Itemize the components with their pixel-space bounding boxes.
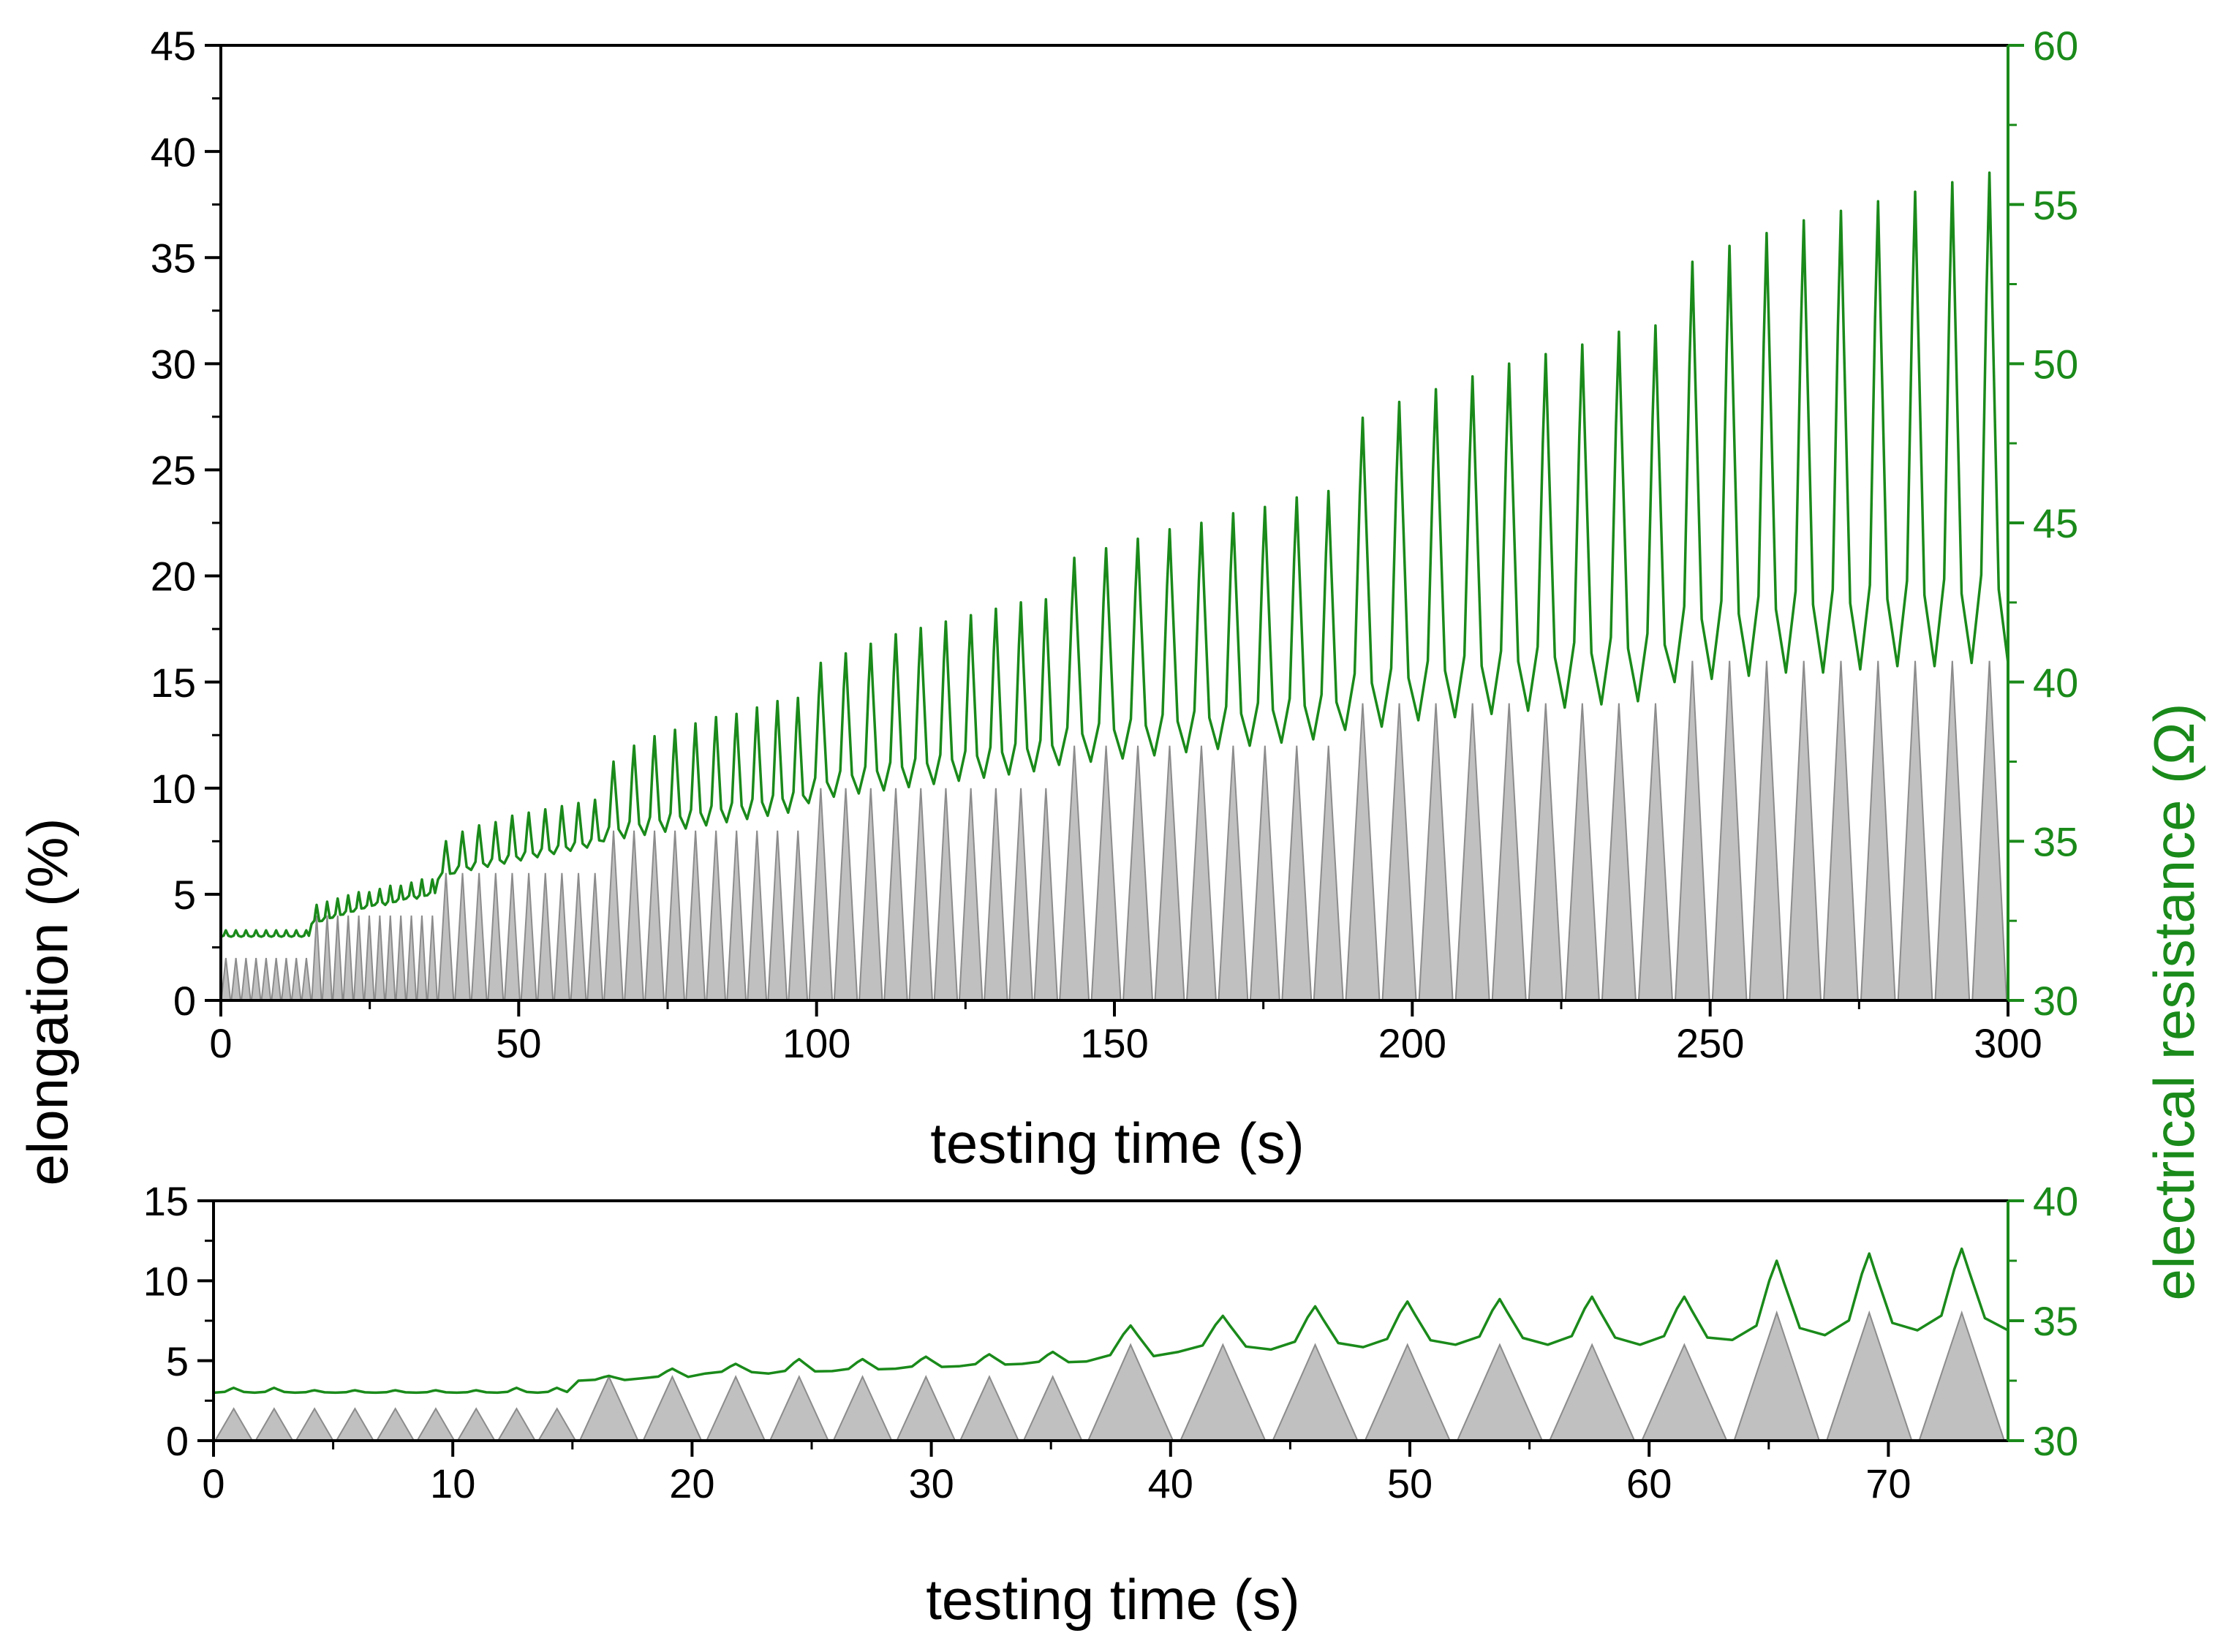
bottom-plot-area	[214, 1247, 2009, 1441]
top-y2-tick-label-1: 35	[2033, 818, 2078, 864]
bottom-x-tick-label-3: 30	[908, 1460, 954, 1506]
top-y2-tick-label-4: 50	[2033, 341, 2078, 387]
top-chart-panel: 0 50 100 150 200 250 300 0 5 10 15 20 25 30 35 40 45 30 35…	[151, 23, 2079, 1175]
top-y-tick-label-1: 5	[173, 872, 196, 918]
top-y-tick-label-9: 45	[151, 23, 196, 69]
top-x-tick-label-0: 0	[209, 1020, 232, 1066]
bottom-axes: 0 10 20 30 40 50 60 70 0 5 10 15 30 35 40	[143, 1178, 2079, 1506]
top-y-tick-label-5: 25	[151, 448, 196, 494]
bottom-y-tick-label-2: 10	[143, 1258, 189, 1304]
top-y2-tick-label-3: 45	[2033, 500, 2078, 546]
top-y-tick-label-7: 35	[151, 235, 196, 281]
top-y2-tick-label-5: 55	[2033, 182, 2078, 228]
top-y-tick-label-2: 10	[151, 766, 196, 812]
top-y-tick-label-6: 30	[151, 341, 196, 387]
bottom-x-axis-label: testing time (s)	[926, 1567, 1299, 1632]
top-resistance-line	[220, 171, 2009, 938]
top-x-tick-label-4: 200	[1378, 1020, 1446, 1066]
bottom-y2-tick-label-0: 30	[2033, 1418, 2078, 1464]
top-y-tick-label-8: 40	[151, 129, 196, 175]
top-x-tick-label-6: 300	[1974, 1020, 2042, 1066]
bottom-x-tick-label-5: 50	[1387, 1460, 1433, 1506]
bottom-resistance-line	[214, 1247, 2009, 1395]
bottom-x-tick-label-0: 0	[202, 1460, 224, 1506]
top-y-tick-label-4: 20	[151, 554, 196, 600]
y2-axis-label-resistance: electrical resistance (Ω)	[2142, 704, 2206, 1301]
bottom-x-tick-label-1: 10	[430, 1460, 475, 1506]
bottom-y2-tick-label-1: 35	[2033, 1298, 2078, 1344]
top-y2-tick-label-2: 40	[2033, 660, 2078, 706]
y-axis-label-elongation: elongation (%)	[15, 818, 80, 1186]
top-y2-tick-label-0: 30	[2033, 978, 2078, 1024]
bottom-x-tick-label-7: 70	[1865, 1460, 1911, 1506]
bottom-y-tick-label-3: 15	[143, 1178, 189, 1224]
top-x-tick-label-3: 150	[1080, 1020, 1148, 1066]
top-axes: 0 50 100 150 200 250 300 0 5 10 15 20 25 30 35 40 45 30 35…	[151, 23, 2079, 1066]
bottom-chart-panel: 0 10 20 30 40 50 60 70 0 5 10 15 30 35 40 testing time…	[143, 1178, 2079, 1632]
top-y-tick-label-3: 15	[151, 660, 196, 706]
bottom-x-tick-label-4: 40	[1148, 1460, 1193, 1506]
top-y-tick-label-0: 0	[173, 978, 196, 1024]
top-plot-area	[220, 171, 2009, 1001]
top-x-tick-label-2: 100	[782, 1020, 850, 1066]
top-y2-tick-label-6: 60	[2033, 23, 2078, 69]
top-x-axis-label: testing time (s)	[930, 1111, 1304, 1175]
top-x-tick-label-5: 250	[1676, 1020, 1744, 1066]
bottom-y2-tick-label-2: 40	[2033, 1178, 2078, 1224]
bottom-y-tick-label-0: 0	[166, 1418, 189, 1464]
bottom-y-tick-label-1: 5	[166, 1338, 189, 1384]
bottom-x-tick-label-6: 60	[1626, 1460, 1672, 1506]
bottom-x-tick-label-2: 20	[669, 1460, 714, 1506]
top-x-tick-label-1: 50	[496, 1020, 541, 1066]
